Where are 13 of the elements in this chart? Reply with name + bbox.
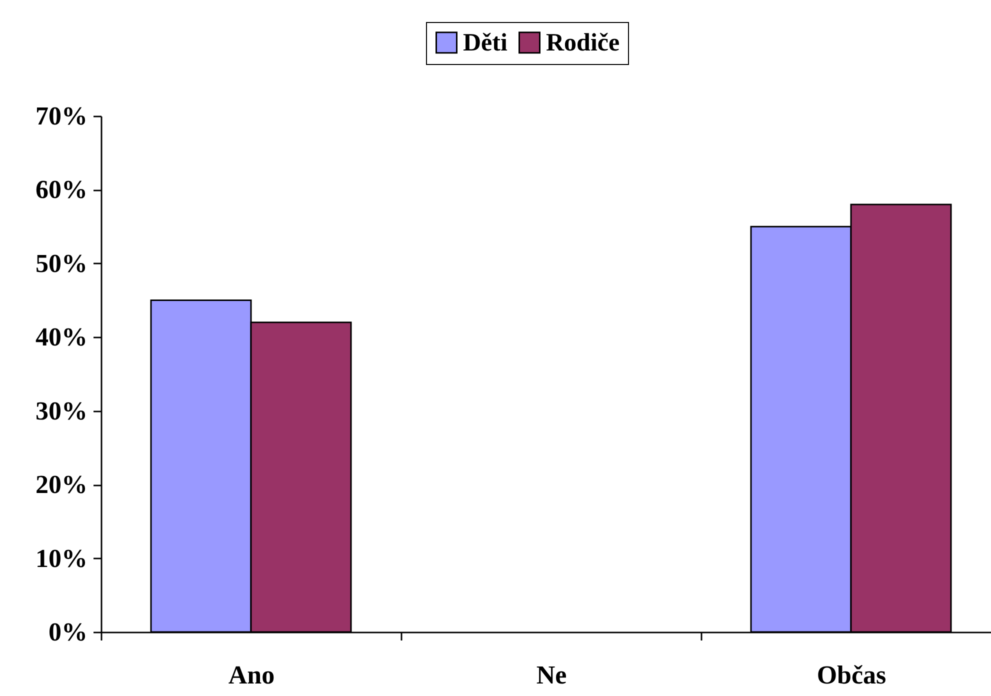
legend-label: Rodiče: [546, 30, 620, 57]
y-tick-label: 50%: [36, 248, 88, 278]
y-tick-label: 40%: [36, 322, 88, 352]
y-tick-label: 10%: [36, 544, 88, 573]
x-tick-label: Občas: [816, 660, 886, 690]
x-tick-label: Ne: [536, 660, 567, 690]
y-tick-label: 30%: [36, 396, 88, 426]
y-tick-label: 70%: [36, 102, 88, 130]
y-tick-label: 60%: [36, 175, 88, 204]
legend-label: Děti: [463, 30, 508, 57]
y-tick-label: 0%: [48, 618, 88, 646]
x-tick-label: Ano: [228, 660, 275, 690]
y-tick-label: 20%: [36, 470, 88, 500]
